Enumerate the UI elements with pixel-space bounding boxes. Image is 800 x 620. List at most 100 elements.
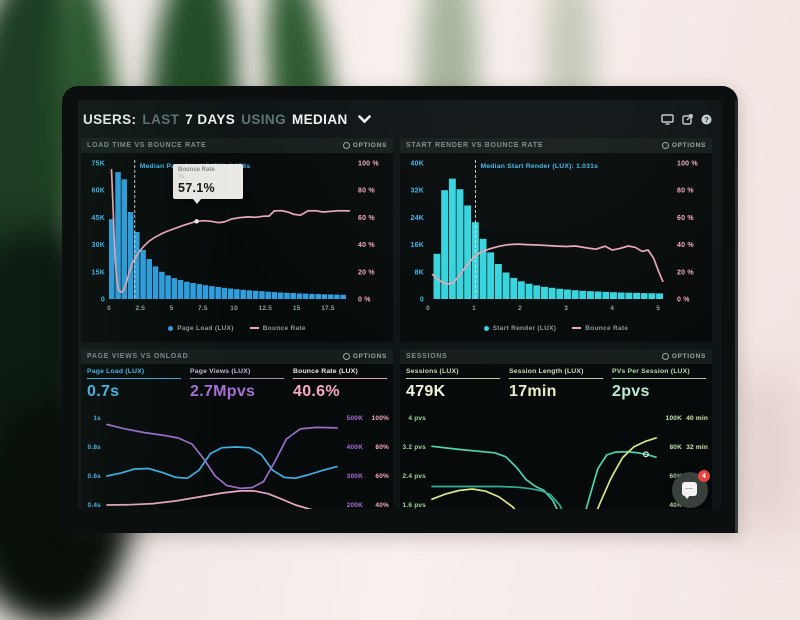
svg-text:20 %: 20 % xyxy=(677,269,694,276)
svg-text:12.5: 12.5 xyxy=(259,305,273,312)
svg-text:40K: 40K xyxy=(669,502,682,509)
options-button[interactable]: OPTIONS xyxy=(342,353,387,360)
options-button[interactable]: OPTIONS xyxy=(661,353,706,360)
svg-text:0.6s: 0.6s xyxy=(88,473,102,480)
legend-dot-icon xyxy=(168,325,174,331)
svg-text:40 min: 40 min xyxy=(686,415,708,422)
chart-content: 75K 60K 45K 30K 15K 0 100 % 80 % 60 % 40 % 20 % 0 %… xyxy=(92,160,379,312)
share-icon[interactable] xyxy=(682,113,693,125)
svg-text:100K: 100K xyxy=(666,415,682,422)
svg-text:20 %: 20 % xyxy=(358,269,375,276)
metric-page-load: Page Load (LUX) 0.7s xyxy=(87,368,181,408)
series-session-length xyxy=(431,437,657,509)
chart-content: 40K 32K 24K 16K 8K 0 100 % 80 % 60 % 40 % 20 % 0 % 0… xyxy=(411,160,698,312)
metric-session-length: Session Length (LUX) 17min xyxy=(509,368,603,408)
start-render-histogram-chart[interactable]: 40K 32K 24K 16K 8K 0 100 % 80 % 60 % 40 % 20 % 0 % 0… xyxy=(400,153,712,321)
notification-badge: 4 xyxy=(698,470,710,482)
sessions-line-chart[interactable]: 4 pvs 3.2 pvs 2.4 pvs 1.6 pvs 100K 80K 60K 40K 4… xyxy=(400,410,712,509)
series-pvs-per-session xyxy=(431,485,563,509)
svg-text:30K: 30K xyxy=(92,242,105,249)
svg-text:300K: 300K xyxy=(347,473,363,480)
dashboard-screen: USERS: LAST 7 DAYS USING MEDIAN xyxy=(78,100,722,509)
svg-text:24K: 24K xyxy=(411,215,424,222)
svg-text:75K: 75K xyxy=(92,161,105,168)
svg-text:1: 1 xyxy=(472,305,476,312)
svg-text:0 %: 0 % xyxy=(677,297,690,304)
svg-text:4: 4 xyxy=(610,305,614,312)
users-filter-dropdown[interactable]: USERS: LAST 7 DAYS USING MEDIAN xyxy=(83,112,371,127)
panel-start-render-vs-bounce-rate: START RENDER VS BOUNCE RATE OPTIONS 40K 3… xyxy=(400,138,712,342)
svg-text:15K: 15K xyxy=(92,269,105,276)
svg-text:2.5: 2.5 xyxy=(135,305,145,312)
svg-text:60 %: 60 % xyxy=(677,215,694,222)
chart-legend: Start Render (LUX) Bounce Rate xyxy=(400,321,712,335)
title-last: LAST xyxy=(142,111,180,127)
metrics-row: Sessions (LUX) 479K Session Length (LUX)… xyxy=(400,364,712,410)
background-shadow xyxy=(730,373,800,533)
metric-sessions: Sessions (LUX) 479K xyxy=(406,368,500,408)
page-views-onload-line-chart[interactable]: 1s 0.8s 0.6s 0.4s 500K 400K 300K 200K 100% 80% 60%… xyxy=(81,410,393,509)
svg-text:2.4 pvs: 2.4 pvs xyxy=(403,473,427,480)
panel-title: LOAD TIME VS BOUNCE RATE xyxy=(87,142,207,149)
metrics-row: Page Load (LUX) 0.7s Page Views (LUX) 2.… xyxy=(81,364,393,410)
svg-text:1s: 1s xyxy=(93,415,101,422)
svg-text:40 %: 40 % xyxy=(358,242,375,249)
series-sessions xyxy=(431,445,657,509)
panel-title: START RENDER VS BOUNCE RATE xyxy=(406,142,544,149)
svg-text:3: 3 xyxy=(564,305,568,312)
svg-text:400K: 400K xyxy=(347,444,363,451)
svg-text:0: 0 xyxy=(107,305,111,312)
options-button[interactable]: OPTIONS xyxy=(661,142,706,149)
svg-text:16K: 16K xyxy=(411,242,424,249)
svg-text:200K: 200K xyxy=(347,502,363,509)
chart-content: 1s 0.8s 0.6s 0.4s 500K 400K 300K 200K 100% 80% 60%… xyxy=(88,415,389,509)
panel-title: PAGE VIEWS VS ONLOAD xyxy=(87,353,189,360)
svg-text:5: 5 xyxy=(656,305,660,312)
legend-line-icon xyxy=(249,327,259,329)
svg-text:0: 0 xyxy=(420,297,424,304)
metric-pvs-per-session: PVs Per Session (LUX) 2pvs xyxy=(612,368,706,408)
panel-load-time-vs-bounce-rate: LOAD TIME VS BOUNCE RATE OPTIONS 75K 60K 4… xyxy=(81,138,393,342)
svg-text:500K: 500K xyxy=(347,415,363,422)
display-icon[interactable] xyxy=(661,113,674,125)
legend-line-icon xyxy=(572,327,582,329)
chat-bubble-icon xyxy=(682,482,697,499)
load-time-histogram-chart[interactable]: 75K 60K 45K 30K 15K 0 100 % 80 % 60 % 40 % 20 % 0 %… xyxy=(81,153,393,321)
panel-grid: LOAD TIME VS BOUNCE RATE OPTIONS 75K 60K 4… xyxy=(78,138,722,509)
title-users: USERS: xyxy=(83,111,137,127)
svg-text:60K: 60K xyxy=(669,473,682,480)
options-button[interactable]: OPTIONS xyxy=(342,142,387,149)
svg-text:80 %: 80 % xyxy=(677,188,694,195)
svg-text:100%: 100% xyxy=(372,415,389,422)
svg-text:40 %: 40 % xyxy=(677,242,694,249)
panel-sessions: SESSIONS OPTIONS Sessions (LUX) 479K Ses… xyxy=(400,349,712,509)
panel-title: SESSIONS xyxy=(406,353,448,360)
svg-text:1.6 pvs: 1.6 pvs xyxy=(403,502,427,509)
chart-content: 4 pvs 3.2 pvs 2.4 pvs 1.6 pvs 100K 80K 60K 40K 4… xyxy=(403,415,708,509)
svg-text:0: 0 xyxy=(101,297,105,304)
title-median: MEDIAN xyxy=(291,111,348,127)
laptop-screen: USERS: LAST 7 DAYS USING MEDIAN xyxy=(62,86,738,533)
dashboard-header: USERS: LAST 7 DAYS USING MEDIAN xyxy=(78,100,722,138)
svg-text:0.8s: 0.8s xyxy=(88,444,102,451)
svg-text:80%: 80% xyxy=(375,444,389,451)
gear-icon xyxy=(661,142,669,149)
chat-widget-button[interactable]: 4 xyxy=(672,470,710,508)
svg-text:40K: 40K xyxy=(411,161,424,168)
svg-text:45K: 45K xyxy=(92,215,105,222)
help-icon[interactable]: ? xyxy=(701,114,712,125)
title-using: USING xyxy=(241,111,286,127)
series-page-load xyxy=(106,446,338,480)
svg-text:3.2 pvs: 3.2 pvs xyxy=(403,444,427,451)
bounce-rate-tooltip: Bounce Rate 7s 57.1% xyxy=(173,164,243,204)
svg-text:2: 2 xyxy=(518,305,522,312)
svg-text:0: 0 xyxy=(426,305,430,312)
series-page-views xyxy=(106,423,338,490)
metric-bounce-rate: Bounce Rate (LUX) 40.6% xyxy=(293,368,387,408)
svg-text:0 %: 0 % xyxy=(358,297,371,304)
svg-text:15: 15 xyxy=(293,305,301,312)
svg-text:60 %: 60 % xyxy=(358,215,375,222)
gear-icon xyxy=(661,353,669,360)
legend-dot-icon xyxy=(483,325,489,331)
svg-text:100 %: 100 % xyxy=(358,161,379,168)
